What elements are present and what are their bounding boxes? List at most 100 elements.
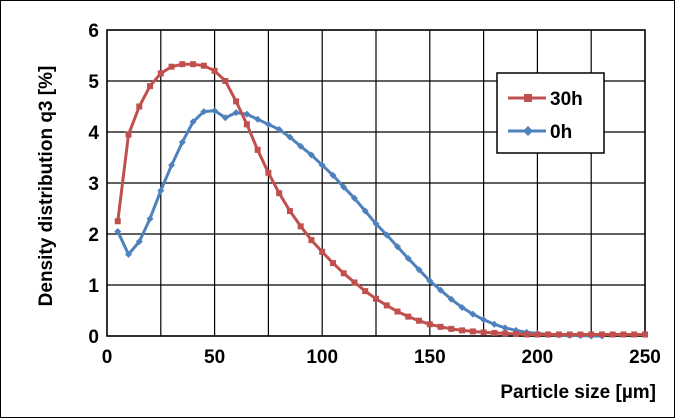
data-point [340, 270, 347, 277]
data-point [620, 331, 627, 338]
x-tick-label: 100 [306, 347, 338, 368]
data-point [276, 190, 283, 197]
data-point [545, 331, 552, 338]
data-point [329, 260, 336, 267]
data-point [286, 208, 293, 215]
data-point [340, 183, 348, 191]
data-point [243, 121, 250, 128]
data-point [147, 83, 154, 90]
x-tick-label: 250 [629, 347, 661, 368]
data-point [254, 115, 262, 123]
data-point [297, 223, 304, 230]
y-axis-label: Density distribution q3 [%] [36, 66, 57, 307]
series-30h [114, 61, 648, 338]
data-point [265, 169, 272, 176]
plot-border [106, 29, 646, 337]
data-point [394, 243, 402, 251]
data-point [415, 266, 423, 274]
data-point [254, 146, 261, 153]
data-point [307, 151, 315, 159]
data-point [373, 295, 379, 302]
data-point [555, 331, 562, 338]
data-point [329, 171, 337, 179]
y-tick-label: 2 [88, 225, 99, 246]
data-point [275, 125, 283, 133]
y-tick-label: 1 [88, 276, 99, 297]
data-point [577, 331, 584, 338]
data-point [318, 161, 326, 169]
data-point [178, 138, 186, 146]
data-point [383, 302, 390, 309]
legend-marker [523, 126, 533, 136]
data-point [221, 114, 229, 122]
data-point [125, 131, 132, 138]
y-tick-label: 0 [88, 327, 99, 348]
data-point [136, 103, 143, 110]
data-point [383, 231, 391, 239]
data-point [189, 118, 197, 126]
x-tick-label: 200 [522, 347, 554, 368]
y-tick-label: 6 [88, 21, 99, 42]
data-point [566, 331, 573, 338]
data-point [469, 328, 476, 335]
data-point [351, 279, 358, 286]
legend-label: 0h [550, 122, 572, 143]
data-point [631, 331, 638, 338]
data-point [264, 120, 272, 128]
data-point [190, 61, 197, 68]
data-point [404, 254, 412, 262]
data-point [361, 207, 369, 215]
data-point [211, 67, 218, 74]
data-point [211, 107, 219, 115]
x-tick-label: 150 [414, 347, 446, 368]
data-point [416, 317, 423, 324]
data-point [297, 142, 305, 150]
data-point [114, 218, 121, 225]
data-point [447, 295, 455, 303]
data-point [459, 327, 466, 334]
data-point [394, 308, 401, 315]
data-point [598, 331, 605, 338]
data-point [168, 63, 175, 70]
series-line [116, 109, 602, 338]
data-point [458, 303, 466, 311]
legend: 30h 0h [496, 72, 605, 154]
data-point [232, 109, 240, 117]
data-point [405, 313, 412, 320]
data-point [350, 194, 358, 202]
data-point [523, 331, 530, 338]
data-point [200, 108, 208, 116]
legend-box [496, 72, 605, 154]
data-point [243, 110, 251, 118]
data-point [179, 61, 186, 68]
data-point [286, 133, 294, 141]
data-point [426, 321, 433, 328]
data-point [469, 310, 477, 318]
data-point [437, 323, 444, 330]
data-point [501, 324, 509, 332]
data-point [200, 62, 207, 69]
data-point [233, 98, 240, 105]
legend-marker [524, 94, 532, 102]
x-tick-label: 50 [204, 347, 225, 368]
legend-entry: 30h [508, 89, 583, 110]
data-point [588, 331, 595, 338]
data-point [502, 330, 509, 337]
legend-entry: 0h [508, 122, 572, 143]
data-point [114, 227, 122, 235]
data-point [125, 250, 133, 258]
data-point [372, 220, 380, 228]
data-point [168, 161, 176, 169]
plot-area [106, 29, 646, 337]
data-point [362, 288, 369, 295]
data-point [157, 70, 164, 77]
data-point [534, 331, 541, 338]
data-point [491, 329, 498, 336]
data-point [480, 329, 487, 336]
data-point [135, 238, 143, 246]
y-tick-label: 5 [88, 72, 99, 93]
data-point [480, 316, 488, 324]
data-point [157, 187, 165, 195]
